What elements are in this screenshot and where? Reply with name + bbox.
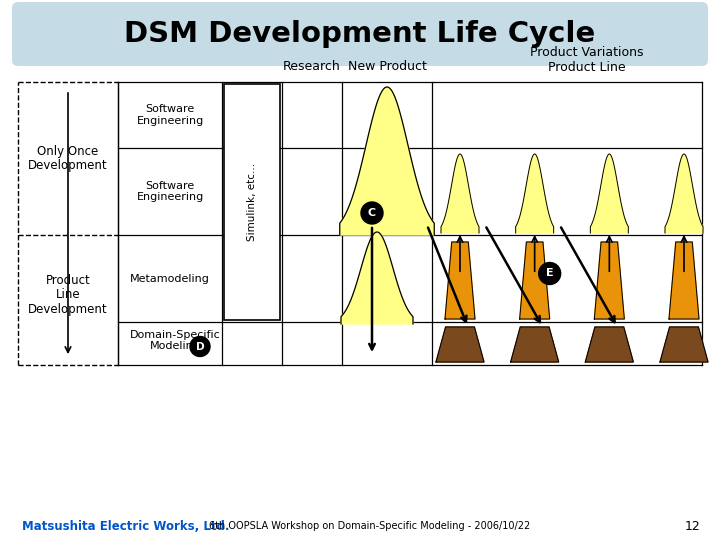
Text: DSM Development Life Cycle: DSM Development Life Cycle <box>125 20 595 48</box>
Polygon shape <box>665 154 703 233</box>
Text: Only Once
Development: Only Once Development <box>28 145 108 172</box>
Polygon shape <box>445 242 475 319</box>
Text: Product
Line
Development: Product Line Development <box>28 273 108 316</box>
Text: Software
Engineering: Software Engineering <box>136 181 204 202</box>
Text: Simulink, etc...: Simulink, etc... <box>247 163 257 241</box>
Text: E: E <box>546 268 554 279</box>
Text: Domain-Specific
Modeling: Domain-Specific Modeling <box>130 330 220 352</box>
FancyBboxPatch shape <box>224 84 280 320</box>
Polygon shape <box>594 242 624 319</box>
Text: Matsushita Electric Works, Ltd.: Matsushita Electric Works, Ltd. <box>22 519 230 532</box>
Text: D: D <box>196 341 204 352</box>
Circle shape <box>190 336 210 356</box>
Text: 12: 12 <box>684 519 700 532</box>
Text: C: C <box>368 208 376 218</box>
FancyBboxPatch shape <box>12 2 708 66</box>
Polygon shape <box>516 154 554 233</box>
Text: Metamodeling: Metamodeling <box>130 273 210 284</box>
Circle shape <box>361 202 383 224</box>
Text: Research: Research <box>283 60 341 73</box>
Text: 6th OOPSLA Workshop on Domain-Specific Modeling - 2006/10/22: 6th OOPSLA Workshop on Domain-Specific M… <box>210 521 531 531</box>
Text: Software
Engineering: Software Engineering <box>136 104 204 126</box>
Polygon shape <box>590 154 629 233</box>
Polygon shape <box>340 87 434 235</box>
Polygon shape <box>585 327 634 362</box>
Text: New Product: New Product <box>348 60 426 73</box>
Polygon shape <box>520 242 549 319</box>
Polygon shape <box>441 154 479 233</box>
Polygon shape <box>436 327 484 362</box>
Polygon shape <box>669 242 699 319</box>
Polygon shape <box>660 327 708 362</box>
Polygon shape <box>510 327 559 362</box>
Text: Product Variations
Product Line: Product Variations Product Line <box>530 46 644 74</box>
Polygon shape <box>341 232 413 324</box>
Circle shape <box>539 262 561 285</box>
